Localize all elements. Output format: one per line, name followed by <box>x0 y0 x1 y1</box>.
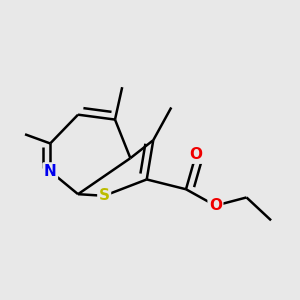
Text: O: O <box>189 147 202 162</box>
Text: S: S <box>99 188 110 203</box>
Text: O: O <box>209 198 222 213</box>
Text: N: N <box>44 164 57 179</box>
Text: O: O <box>189 147 202 162</box>
Text: S: S <box>99 188 110 203</box>
Text: O: O <box>209 198 222 213</box>
Text: N: N <box>44 164 57 179</box>
